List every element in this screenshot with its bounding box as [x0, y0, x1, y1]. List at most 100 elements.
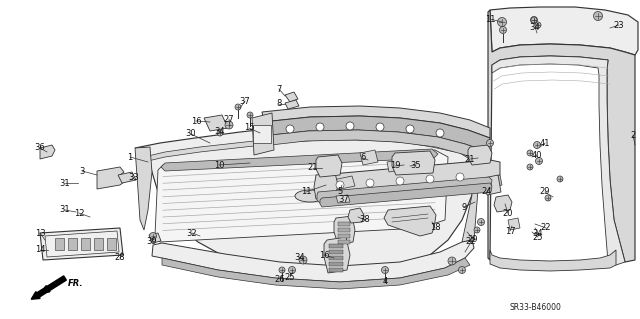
Polygon shape [161, 149, 438, 171]
Bar [329, 262, 343, 266]
Circle shape [247, 112, 253, 118]
Text: 16: 16 [319, 250, 330, 259]
Circle shape [366, 179, 374, 187]
Circle shape [545, 195, 551, 201]
Polygon shape [392, 151, 435, 175]
Text: 30: 30 [186, 130, 196, 138]
Bar [338, 228, 350, 232]
Text: 31: 31 [60, 179, 70, 188]
Polygon shape [324, 237, 350, 273]
Text: 13: 13 [35, 228, 45, 238]
Text: 17: 17 [505, 226, 515, 235]
Text: 8: 8 [276, 100, 282, 108]
Polygon shape [490, 250, 616, 271]
Text: 24: 24 [482, 188, 492, 197]
Circle shape [477, 219, 484, 226]
Polygon shape [333, 176, 355, 190]
Bar [329, 250, 343, 254]
Text: 34: 34 [294, 253, 305, 262]
Bar [107, 238, 116, 250]
Bar [329, 244, 343, 248]
Text: 40: 40 [532, 151, 542, 160]
Polygon shape [316, 155, 342, 177]
Text: 12: 12 [74, 209, 84, 218]
Circle shape [474, 227, 480, 233]
Bar [338, 222, 350, 226]
Text: FR.: FR. [68, 278, 83, 287]
Text: 4: 4 [382, 277, 388, 286]
Circle shape [448, 257, 456, 265]
Circle shape [497, 18, 506, 26]
Polygon shape [336, 195, 350, 203]
Polygon shape [285, 92, 298, 102]
Ellipse shape [295, 190, 325, 202]
Polygon shape [204, 115, 228, 131]
Polygon shape [97, 167, 124, 189]
Polygon shape [452, 137, 480, 242]
Text: 28: 28 [115, 254, 125, 263]
Circle shape [527, 164, 533, 170]
Text: 25: 25 [532, 233, 543, 241]
Circle shape [458, 266, 465, 273]
Bar [55, 238, 64, 250]
Polygon shape [162, 258, 470, 289]
Polygon shape [320, 183, 492, 207]
Polygon shape [262, 106, 490, 138]
Text: 7: 7 [276, 85, 282, 93]
Text: 29: 29 [468, 234, 478, 243]
Text: 34: 34 [532, 228, 543, 238]
Text: 14: 14 [35, 246, 45, 255]
Text: 10: 10 [214, 160, 224, 169]
Circle shape [534, 142, 541, 149]
Text: 25: 25 [285, 272, 295, 281]
Bar [68, 238, 77, 250]
Bar [329, 256, 343, 260]
Polygon shape [152, 240, 474, 282]
Text: 20: 20 [503, 209, 513, 218]
Text: 35: 35 [411, 160, 421, 169]
Text: 37: 37 [339, 196, 349, 204]
Circle shape [536, 158, 543, 165]
Circle shape [289, 266, 296, 273]
Circle shape [436, 129, 444, 137]
Text: 16: 16 [191, 116, 202, 125]
Text: SR33-B46000: SR33-B46000 [509, 303, 561, 313]
Text: 5: 5 [337, 187, 342, 196]
Circle shape [150, 233, 157, 240]
FancyArrow shape [31, 276, 67, 299]
Text: 41: 41 [540, 138, 550, 147]
Bar [329, 268, 343, 272]
Polygon shape [262, 130, 488, 162]
Polygon shape [488, 10, 635, 262]
Bar [81, 238, 90, 250]
Text: 27: 27 [224, 115, 234, 123]
Polygon shape [334, 216, 355, 244]
Bar [338, 234, 350, 238]
Circle shape [381, 266, 388, 273]
Polygon shape [387, 158, 412, 172]
Text: 2: 2 [630, 130, 636, 139]
Polygon shape [149, 233, 161, 243]
Bar [338, 240, 350, 244]
Polygon shape [348, 208, 364, 223]
Text: 34: 34 [530, 23, 540, 32]
Bar [253, 125, 271, 143]
Polygon shape [252, 113, 274, 155]
Text: 26: 26 [275, 276, 285, 285]
Text: 1: 1 [127, 152, 132, 161]
Polygon shape [384, 206, 436, 236]
Text: 15: 15 [244, 123, 254, 132]
Circle shape [426, 175, 434, 183]
Circle shape [336, 181, 344, 189]
Text: 22: 22 [466, 238, 476, 247]
Text: 31: 31 [60, 205, 70, 214]
Circle shape [557, 176, 563, 182]
Text: 11: 11 [301, 188, 311, 197]
Polygon shape [40, 228, 123, 260]
Polygon shape [490, 7, 638, 55]
Bar [94, 238, 103, 250]
Polygon shape [45, 231, 119, 257]
Polygon shape [118, 172, 136, 183]
Polygon shape [285, 100, 299, 109]
Polygon shape [492, 56, 625, 265]
